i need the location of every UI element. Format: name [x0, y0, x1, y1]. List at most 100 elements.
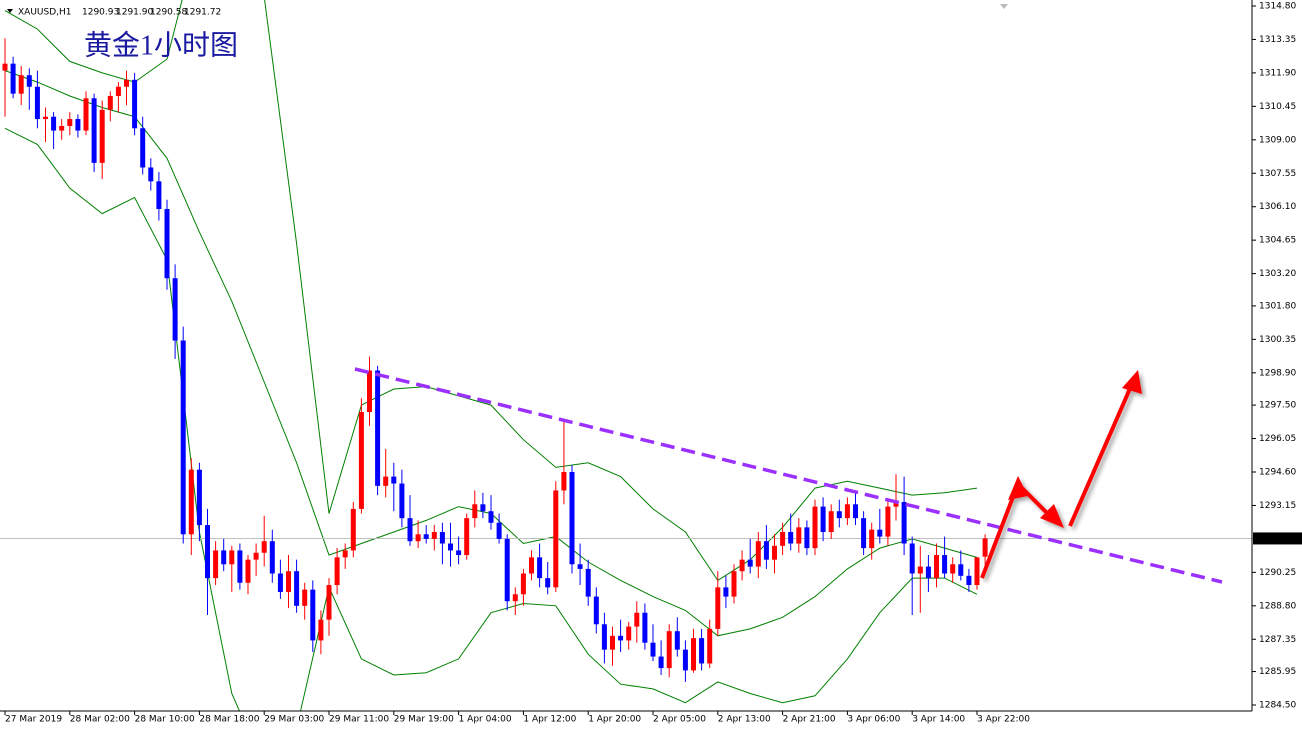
- candle-body: [626, 626, 632, 641]
- candle-body: [512, 594, 518, 602]
- candle-body: [34, 86, 40, 120]
- x-tick-label: 1 Apr 12:00: [523, 715, 576, 725]
- candle-body: [828, 511, 834, 532]
- candle-body: [221, 550, 227, 565]
- candle-body: [901, 501, 907, 544]
- candle-body: [269, 541, 275, 574]
- candle-body: [140, 128, 146, 168]
- candle-body: [577, 564, 583, 569]
- candle-body: [682, 649, 688, 671]
- bollinger-upper: [4, 0, 978, 582]
- x-tick-label: 1 Apr 20:00: [588, 715, 641, 725]
- candle-body: [188, 469, 194, 535]
- candle-body: [844, 504, 850, 519]
- candle-body: [650, 642, 656, 657]
- candle-body: [666, 631, 672, 669]
- candle-body: [731, 571, 737, 597]
- candle-body: [585, 568, 591, 597]
- candle-body: [464, 518, 470, 556]
- candle-body: [196, 469, 202, 526]
- candle-body: [869, 529, 875, 549]
- y-tick-label: 1309.00: [1259, 135, 1296, 145]
- x-tick-label: 3 Apr 22:00: [977, 715, 1030, 725]
- candle-body: [472, 504, 478, 519]
- x-tick-label: 3 Apr 06:00: [847, 715, 900, 725]
- candle-body: [310, 589, 316, 641]
- candle-body: [934, 555, 939, 579]
- candle-body: [917, 566, 923, 574]
- candle-body: [893, 501, 899, 507]
- candle-body: [26, 75, 32, 87]
- candle-body: [545, 578, 551, 588]
- symbol: XAUUSD,H1: [18, 8, 72, 18]
- candle-body: [723, 587, 729, 597]
- candle-body: [124, 79, 129, 87]
- annotations: [354, 367, 1223, 584]
- candle-body: [820, 506, 826, 532]
- candle-body: [488, 511, 494, 523]
- x-tick-label: 29 Mar 11:00: [329, 715, 389, 725]
- candle-body: [107, 95, 113, 110]
- candle-body: [318, 619, 324, 641]
- candle-body: [245, 559, 251, 583]
- header-low: 1290.58: [150, 8, 187, 18]
- candle-body: [674, 631, 680, 650]
- current-price-box: [1253, 532, 1302, 545]
- candle-body: [618, 635, 624, 641]
- candle-body: [772, 545, 777, 560]
- y-tick-label: 1294.60: [1259, 468, 1296, 478]
- candle-body: [2, 63, 8, 71]
- candle-body: [383, 476, 389, 486]
- candle-body: [715, 587, 721, 629]
- candle-body: [423, 534, 429, 539]
- candle-body: [148, 167, 154, 182]
- candle-body: [253, 552, 259, 560]
- candle-body: [51, 116, 57, 131]
- candle-body: [739, 559, 745, 572]
- candle-body: [504, 538, 510, 602]
- trend-line: [354, 367, 1223, 584]
- candle-body: [812, 506, 818, 549]
- candle-body: [132, 79, 138, 129]
- candle-body: [982, 538, 988, 557]
- candle-body: [593, 596, 599, 625]
- x-tick-label: 28 Mar 02:00: [70, 715, 130, 725]
- candle-body: [229, 550, 235, 565]
- candle-body: [180, 340, 186, 535]
- scroll-marker: [1000, 4, 1008, 9]
- candle-body: [853, 504, 858, 519]
- y-tick-label: 1290.25: [1259, 568, 1296, 578]
- candle-body: [302, 589, 308, 606]
- x-tick-label: 29 Mar 03:00: [264, 715, 324, 725]
- header-close: 1291.72: [184, 8, 221, 18]
- y-tick-label: 1307.55: [1259, 169, 1296, 179]
- x-tick-label: 29 Mar 19:00: [394, 715, 454, 725]
- candle-body: [836, 511, 842, 519]
- candle-body: [261, 541, 267, 553]
- candle-body: [456, 550, 462, 556]
- candle-body: [448, 543, 453, 551]
- candle-body: [205, 525, 210, 579]
- candle-body: [691, 638, 696, 671]
- y-tick-label: 1288.80: [1259, 601, 1296, 611]
- candle-body: [83, 98, 89, 131]
- header-high: 1291.90: [116, 8, 153, 18]
- candle-body: [909, 543, 915, 574]
- candle-body: [375, 370, 381, 486]
- y-tick-label: 1310.45: [1259, 102, 1296, 112]
- y-tick-label: 1296.05: [1259, 434, 1296, 444]
- candle-body: [367, 370, 372, 413]
- arrow-head: [1122, 370, 1142, 394]
- candle-body: [529, 557, 534, 574]
- candle-body: [966, 575, 972, 586]
- candle-body: [642, 612, 648, 643]
- candle-body: [658, 656, 664, 669]
- y-tick-label: 1285.95: [1259, 667, 1296, 677]
- candle-body: [755, 541, 761, 567]
- candle-body: [699, 638, 705, 664]
- candle-body: [415, 534, 421, 542]
- candle-body: [358, 412, 364, 509]
- candle-body: [925, 566, 931, 579]
- candle-body: [350, 508, 356, 551]
